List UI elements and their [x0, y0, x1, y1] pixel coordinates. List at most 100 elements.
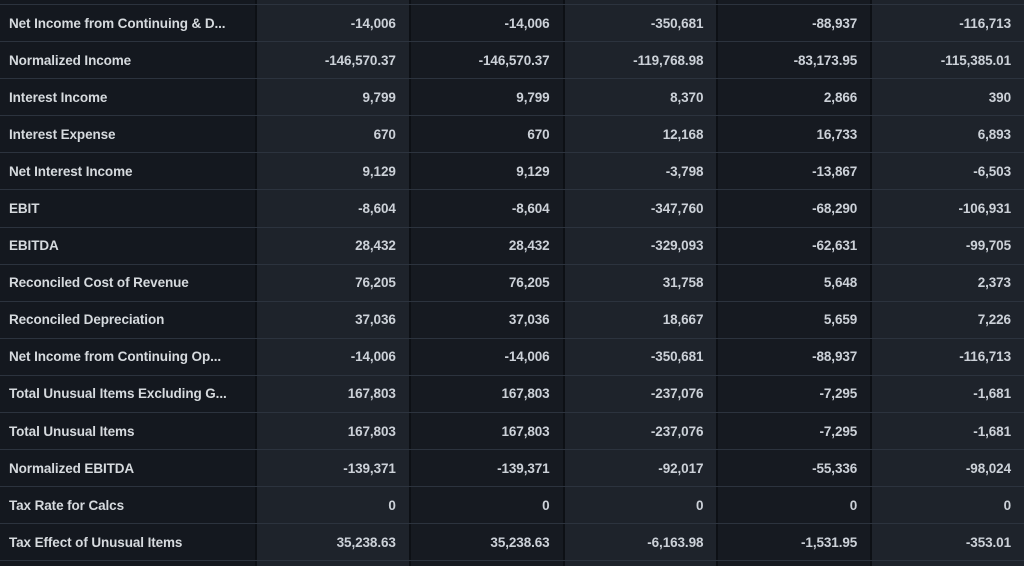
value-cell: 76,205: [255, 264, 409, 301]
value-cell: 37,036: [255, 301, 409, 338]
value-cell: -62,631: [716, 227, 871, 264]
row-label: Normalized Income: [0, 42, 255, 79]
value-cell: -139,371: [255, 450, 409, 487]
partial-value-cell: [562, 0, 717, 4]
value-cell: -99,705: [870, 227, 1024, 264]
row-label: EBITDA: [0, 227, 255, 264]
value-cell: -14,006: [408, 338, 563, 375]
value-cell: -7,295: [716, 375, 871, 413]
value-cell: 5,648: [716, 264, 871, 301]
row-label: Total Unusual Items: [0, 413, 255, 450]
value-cell: 35,238.63: [255, 524, 409, 561]
value-cell: 76,205: [408, 264, 563, 301]
table-row: Interest Income 9,799 9,799 8,370 2,866 …: [0, 79, 1024, 117]
value-cell: -88,937: [716, 338, 871, 375]
value-cell: 0: [870, 487, 1024, 524]
value-cell: -106,931: [870, 190, 1024, 227]
value-cell: -8,604: [408, 190, 563, 227]
value-cell: -7,295: [716, 413, 871, 450]
value-cell: -6,163.98: [562, 524, 717, 561]
value-cell: -3,798: [562, 153, 717, 190]
value-cell: -14,006: [255, 338, 409, 375]
value-cell: 0: [716, 487, 871, 524]
table-row: Net Income from Continuing Op... -14,006…: [0, 338, 1024, 376]
value-cell: 6,893: [870, 116, 1024, 153]
row-label: Normalized EBITDA: [0, 450, 255, 487]
partial-value-cell: [255, 0, 409, 4]
value-cell: -55,336: [716, 450, 871, 487]
partial-value-cell: [716, 0, 871, 4]
row-label: Tax Effect of Unusual Items: [0, 524, 255, 561]
table-row: Normalized EBITDA -139,371 -139,371 -92,…: [0, 450, 1024, 488]
value-cell: -92,017: [562, 450, 717, 487]
partial-value-cell: [408, 0, 563, 4]
partial-value-cell: [716, 561, 871, 566]
partial-label-cell: [0, 0, 255, 4]
value-cell: -88,937: [716, 5, 871, 42]
value-cell: -13,867: [716, 153, 871, 190]
value-cell: -1,681: [870, 413, 1024, 450]
partial-value-cell: [408, 561, 563, 566]
value-cell: 5,659: [716, 301, 871, 338]
table-row: Reconciled Depreciation 37,036 37,036 18…: [0, 301, 1024, 339]
value-cell: -14,006: [408, 5, 563, 42]
value-cell: -146,570.37: [255, 42, 409, 79]
value-cell: 8,370: [562, 79, 717, 116]
row-label: Net Income from Continuing & D...: [0, 5, 255, 42]
table-row: Total Unusual Items 167,803 167,803 -237…: [0, 413, 1024, 451]
table-row: Reconciled Cost of Revenue 76,205 76,205…: [0, 264, 1024, 302]
value-cell: 37,036: [408, 301, 563, 338]
row-label: EBIT: [0, 190, 255, 227]
value-cell: -146,570.37: [408, 42, 563, 79]
value-cell: 0: [562, 487, 717, 524]
table-row: Tax Rate for Calcs 0 0 0 0 0: [0, 487, 1024, 525]
value-cell: 31,758: [562, 264, 717, 301]
value-cell: 167,803: [255, 413, 409, 450]
value-cell: 670: [408, 116, 563, 153]
value-cell: -329,093: [562, 227, 717, 264]
partial-value-cell: [870, 561, 1024, 566]
row-label: Interest Income: [0, 79, 255, 116]
row-label: Reconciled Cost of Revenue: [0, 264, 255, 301]
row-label: Net Interest Income: [0, 153, 255, 190]
value-cell: -353.01: [870, 524, 1024, 561]
value-cell: 9,799: [408, 79, 563, 116]
partial-value-cell: [255, 561, 409, 566]
partial-row-top: [0, 0, 1024, 5]
value-cell: 7,226: [870, 301, 1024, 338]
row-label: Total Unusual Items Excluding G...: [0, 375, 255, 413]
value-cell: -1,531.95: [716, 524, 871, 561]
value-cell: -350,681: [562, 5, 717, 42]
value-cell: -6,503: [870, 153, 1024, 190]
value-cell: -83,173.95: [716, 42, 871, 79]
value-cell: 167,803: [255, 375, 409, 413]
value-cell: 9,129: [255, 153, 409, 190]
value-cell: -68,290: [716, 190, 871, 227]
value-cell: -237,076: [562, 413, 717, 450]
value-cell: 167,803: [408, 375, 563, 413]
value-cell: 167,803: [408, 413, 563, 450]
partial-label-cell: [0, 561, 255, 566]
value-cell: 18,667: [562, 301, 717, 338]
value-cell: 9,799: [255, 79, 409, 116]
table-row: Net Income from Continuing & D... -14,00…: [0, 5, 1024, 43]
partial-value-cell: [870, 0, 1024, 4]
table-row: Net Interest Income 9,129 9,129 -3,798 -…: [0, 153, 1024, 191]
value-cell: -1,681: [870, 375, 1024, 413]
value-cell: 16,733: [716, 116, 871, 153]
value-cell: 670: [255, 116, 409, 153]
row-label: Tax Rate for Calcs: [0, 487, 255, 524]
value-cell: -14,006: [255, 5, 409, 42]
value-cell: -98,024: [870, 450, 1024, 487]
value-cell: 28,432: [408, 227, 563, 264]
partial-value-cell: [562, 561, 717, 566]
value-cell: 0: [255, 487, 409, 524]
partial-row-bottom: [0, 561, 1024, 566]
table-row: EBIT -8,604 -8,604 -347,760 -68,290 -106…: [0, 190, 1024, 228]
value-cell: 390: [870, 79, 1024, 116]
value-cell: -119,768.98: [562, 42, 717, 79]
value-cell: -116,713: [870, 5, 1024, 42]
value-cell: 35,238.63: [408, 524, 563, 561]
table-row: Interest Expense 670 670 12,168 16,733 6…: [0, 116, 1024, 154]
